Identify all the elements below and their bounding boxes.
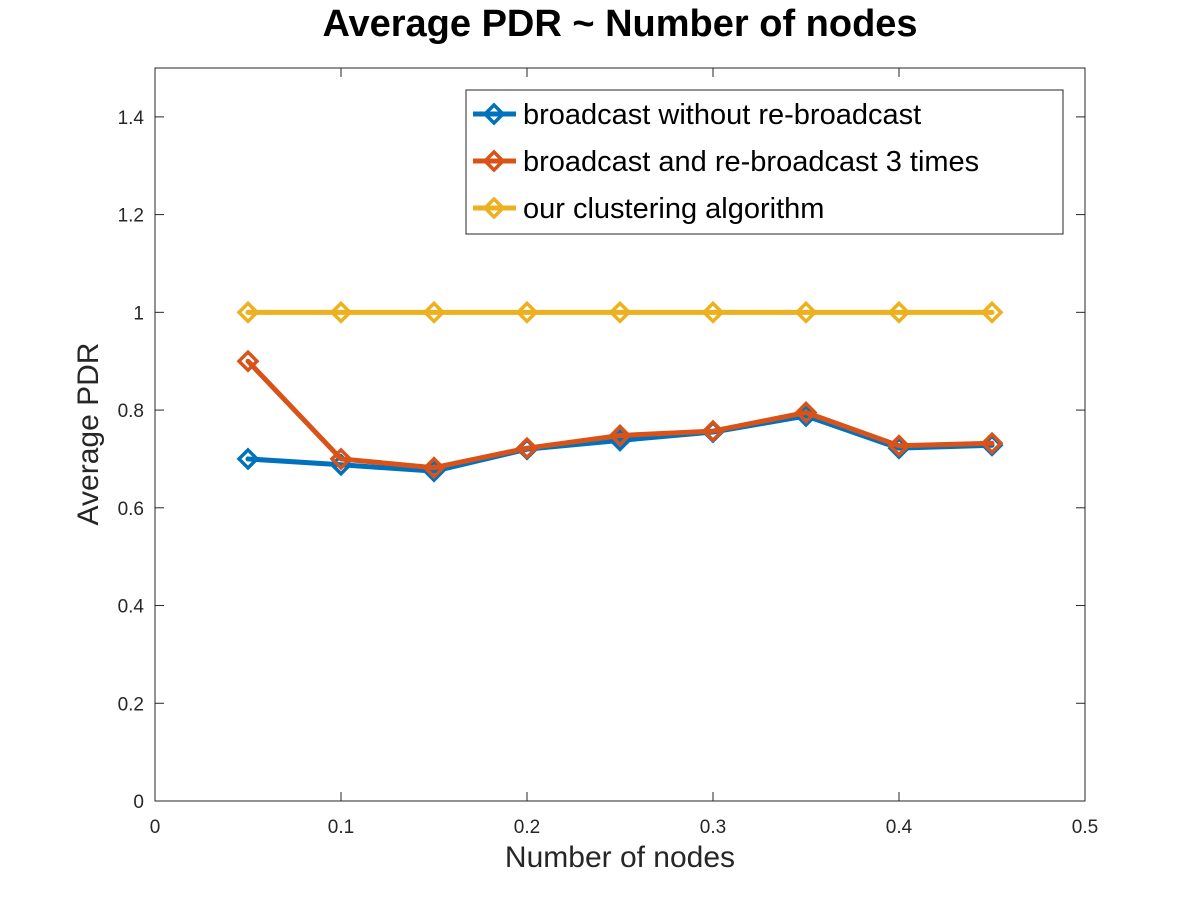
- legend-swatch-marker: [482, 149, 506, 173]
- y-tick-label: 0.8: [118, 401, 144, 422]
- legend-item: broadcast without re-broadcast: [473, 99, 921, 131]
- y-tick-label: 1.2: [118, 206, 144, 227]
- series-2: [236, 349, 1004, 480]
- data-point-marker: [794, 300, 818, 324]
- legend-label: broadcast without re-broadcast: [523, 99, 921, 131]
- y-tick-label: 0: [133, 792, 144, 813]
- data-point-marker: [701, 419, 725, 443]
- y-tick-label: 1: [133, 303, 144, 324]
- chart-title: Average PDR ~ Number of nodes: [322, 3, 917, 45]
- legend-label: our clustering algorithm: [523, 193, 824, 225]
- legend-item: our clustering algorithm: [473, 193, 824, 225]
- series-3: [236, 300, 1004, 324]
- y-tick-label: 0.6: [118, 499, 144, 520]
- legend-box: [465, 89, 1064, 235]
- data-point-marker: [608, 300, 632, 324]
- data-point-marker: [329, 300, 353, 324]
- y-tick-label: 1.4: [118, 108, 145, 129]
- legend: broadcast without re-broadcast broadcast …: [465, 89, 1064, 235]
- data-point-marker: [236, 447, 260, 471]
- x-tick-label: 0: [150, 817, 161, 838]
- x-tick-label: 0.1: [328, 817, 354, 838]
- legend-swatch-marker: [482, 102, 506, 126]
- x-tick-label: 0.4: [886, 817, 913, 838]
- data-point-marker: [236, 349, 260, 373]
- legend-swatch-marker: [482, 196, 506, 220]
- series-layer: [236, 300, 1004, 483]
- x-tick-label: 0.5: [1072, 817, 1098, 838]
- x-tick-label: 0.2: [514, 817, 540, 838]
- data-point-marker: [980, 431, 1004, 455]
- y-axis-ticks: 0 0.2 0.4 0.6 0.8 1 1.2 1.4: [118, 108, 1085, 813]
- data-point-marker: [887, 434, 911, 458]
- series-line: [245, 413, 995, 474]
- data-point-marker: [887, 300, 911, 324]
- y-tick-label: 0.4: [118, 597, 145, 618]
- legend-item: broadcast and re-broadcast 3 times: [473, 146, 979, 178]
- data-point-marker: [608, 424, 632, 447]
- data-point-marker: [422, 300, 446, 324]
- data-point-marker: [236, 300, 260, 324]
- data-point-marker: [980, 300, 1004, 324]
- y-axis-label: Average PDR: [72, 343, 105, 526]
- x-axis-label: Number of nodes: [505, 841, 735, 874]
- data-point-marker: [515, 436, 539, 460]
- data-point-marker: [329, 447, 353, 471]
- series-line: [245, 358, 995, 471]
- y-tick-label: 0.2: [118, 694, 144, 715]
- legend-label: broadcast and re-broadcast 3 times: [523, 146, 979, 178]
- x-tick-label: 0.3: [700, 817, 726, 838]
- data-point-marker: [515, 300, 539, 324]
- data-point-marker: [794, 401, 818, 424]
- data-point-marker: [701, 300, 725, 324]
- x-axis-ticks: 0 0.1 0.2 0.3 0.4 0.5: [150, 68, 1098, 838]
- data-point-marker: [422, 456, 446, 480]
